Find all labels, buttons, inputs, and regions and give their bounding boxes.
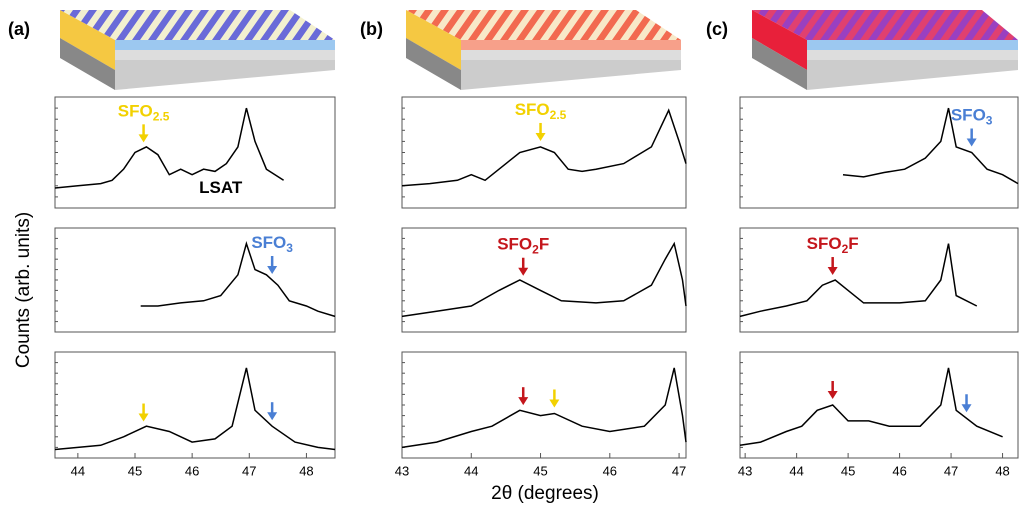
- x-tick-label: 45: [533, 463, 547, 478]
- film-icon-b: [406, 10, 681, 90]
- annotation-text: SFO: [515, 100, 550, 119]
- panel-label: (a): [8, 19, 30, 39]
- annotation-subscript: 2.5: [153, 110, 170, 124]
- xrd-curve: [842, 107, 1019, 185]
- x-tick-label: 44: [464, 463, 478, 478]
- x-tick-label: 48: [299, 463, 313, 478]
- annotation-suffix: F: [848, 235, 858, 254]
- arrow-head: [966, 138, 977, 147]
- x-tick-label: 43: [738, 463, 752, 478]
- annotation-text: SFO: [951, 106, 986, 125]
- panel-label: (b): [360, 19, 383, 39]
- xrd-curve: [401, 367, 687, 449]
- annotation-text: LSAT: [199, 179, 243, 198]
- annotation-text: SFO: [807, 235, 842, 254]
- x-axis-title: 2θ (degrees): [491, 483, 599, 504]
- arrow-head: [518, 267, 529, 276]
- x-tick-label: 43: [395, 463, 409, 478]
- arrow-head: [549, 399, 560, 408]
- x-tick-label: 45: [128, 463, 142, 478]
- arrow-head: [267, 266, 278, 274]
- annotation: SFO3: [951, 106, 993, 128]
- annotation-text: SFO: [251, 233, 286, 252]
- arrow-head: [961, 404, 972, 413]
- xrd-curve: [54, 367, 336, 451]
- annotation: SFO3: [251, 233, 293, 255]
- xrd-curve: [140, 241, 336, 318]
- x-tick-label: 46: [185, 463, 199, 478]
- arrow-head: [535, 132, 546, 141]
- x-tick-label: 46: [892, 463, 906, 478]
- x-tick-label: 46: [603, 463, 617, 478]
- xrd-curve: [54, 107, 285, 189]
- plot-frame: [54, 96, 336, 209]
- xrd-curve: [739, 367, 1003, 447]
- x-tick-label: 47: [672, 463, 686, 478]
- annotation-subscript: 2: [842, 242, 849, 256]
- arrow-head: [518, 397, 529, 406]
- film-icon-a: [60, 10, 335, 90]
- arrow-head: [827, 267, 838, 276]
- arrow-head: [138, 134, 149, 143]
- xrd-curve: [401, 108, 687, 187]
- arrow-head: [267, 412, 278, 421]
- annotation-subscript: 2.5: [550, 108, 567, 122]
- x-tick-label: 45: [841, 463, 855, 478]
- x-tick-label: 47: [242, 463, 256, 478]
- arrow-head: [827, 391, 838, 399]
- annotation-subscript: 3: [986, 114, 993, 128]
- plot-frame: [401, 351, 687, 459]
- xrd-curve: [739, 243, 978, 318]
- annotation: SFO2F: [497, 235, 549, 257]
- arrow-head: [138, 413, 149, 422]
- y-axis-title: Counts (arb. units): [13, 212, 34, 368]
- annotation: SFO2.5: [515, 100, 567, 122]
- panel-label: (c): [706, 19, 728, 39]
- xrd-curve: [401, 241, 687, 318]
- annotation-text: SFO: [118, 102, 153, 121]
- annotation-text: SFO: [497, 235, 532, 254]
- x-tick-label: 44: [789, 463, 803, 478]
- plot-frame: [739, 351, 1019, 459]
- annotation: LSAT: [199, 179, 243, 198]
- x-tick-label: 47: [944, 463, 958, 478]
- plot-frame: [739, 227, 1019, 333]
- x-tick-label: 44: [71, 463, 85, 478]
- annotation-subscript: 3: [286, 241, 293, 255]
- annotation-suffix: F: [539, 235, 549, 254]
- annotation-subscript: 2: [532, 243, 539, 257]
- annotation: SFO2F: [807, 235, 859, 257]
- x-tick-label: 48: [995, 463, 1009, 478]
- annotation: SFO2.5: [118, 102, 170, 124]
- plot-frame: [54, 227, 336, 333]
- film-icon-c: [752, 10, 1018, 90]
